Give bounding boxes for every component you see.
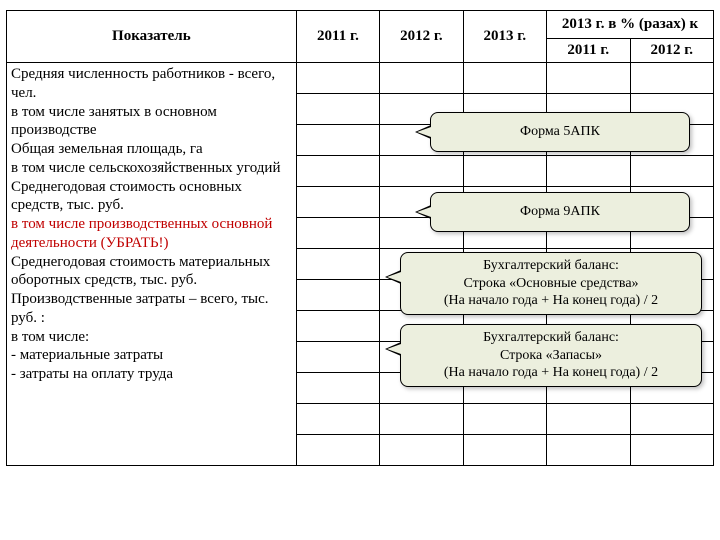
cell: [296, 125, 379, 156]
indicators-table: Показатель 2011 г. 2012 г. 2013 г. 2013 …: [6, 10, 714, 466]
cell: [380, 435, 463, 466]
callout-pointer-icon: [415, 205, 431, 219]
cell: [296, 249, 379, 280]
callout-balance-main-assets: Бухгалтерский баланс: Строка «Основные с…: [400, 252, 702, 315]
callout-line: Бухгалтерский баланс:: [407, 257, 695, 275]
cell: [547, 63, 630, 94]
cell: [380, 156, 463, 187]
row-text: - затраты на оплату труда: [11, 365, 292, 384]
cell: [296, 373, 379, 404]
cell: [463, 435, 546, 466]
cell: [630, 435, 713, 466]
callout-line: Строка «Запасы»: [407, 347, 695, 365]
row-text-red: в том числе производственных основной де…: [11, 215, 292, 253]
header-indicator: Показатель: [7, 11, 297, 63]
table-header: Показатель 2011 г. 2012 г. 2013 г. 2013 …: [7, 11, 714, 63]
header-pct-2012: 2012 г.: [630, 39, 713, 63]
callout-form-5apk: Форма 5АПК: [430, 112, 690, 152]
row-text: Производственные затраты – всего, тыс. р…: [11, 290, 292, 328]
cell: [296, 404, 379, 435]
callout-pointer-icon: [385, 270, 401, 284]
callout-pointer-icon: [415, 125, 431, 139]
callout-balance-inventory: Бухгалтерский баланс: Строка «Запасы» (Н…: [400, 324, 702, 387]
callout-text: Форма 5АПК: [520, 123, 600, 141]
callout-form-9apk: Форма 9АПК: [430, 192, 690, 232]
callout-line: Строка «Основные средства»: [407, 275, 695, 293]
cell: [296, 156, 379, 187]
header-2012: 2012 г.: [380, 11, 463, 63]
row-text: в том числе занятых в основном производс…: [11, 103, 292, 141]
callout-line: (На начало года + На конец года) / 2: [407, 364, 695, 382]
cell: [380, 63, 463, 94]
cell: [630, 156, 713, 187]
cell: [380, 404, 463, 435]
cell: [547, 435, 630, 466]
cell: [296, 218, 379, 249]
cell: [296, 342, 379, 373]
callout-pointer-icon: [385, 342, 401, 356]
row-text: Среднегодовая стоимость материальных обо…: [11, 253, 292, 291]
row-text: Общая земельная площадь, га: [11, 140, 292, 159]
row-text: - материальные затраты: [11, 346, 292, 365]
cell: [296, 280, 379, 311]
callout-text: Форма 9АПК: [520, 203, 600, 221]
row-text: Средняя численность работников - всего, …: [11, 65, 292, 103]
header-2011: 2011 г.: [296, 11, 379, 63]
cell: [463, 63, 546, 94]
header-pct-top: 2013 г. в % (разах) к: [547, 11, 714, 39]
cell: [296, 63, 379, 94]
cell: [630, 63, 713, 94]
cell: [296, 435, 379, 466]
cell: [463, 156, 546, 187]
row-text: в том числе сельскохозяйственных угодий: [11, 159, 292, 178]
cell: [463, 404, 546, 435]
indicator-cell: Средняя численность работников - всего, …: [7, 63, 297, 466]
cell: [296, 94, 379, 125]
row-text: Среднегодовая стоимость основных средств…: [11, 178, 292, 216]
cell: [296, 311, 379, 342]
callout-line: (На начало года + На конец года) / 2: [407, 292, 695, 310]
cell: [630, 404, 713, 435]
callout-line: Бухгалтерский баланс:: [407, 329, 695, 347]
cell: [296, 187, 379, 218]
header-2013: 2013 г.: [463, 11, 546, 63]
cell: [547, 404, 630, 435]
row-text: в том числе:: [11, 328, 292, 347]
cell: [547, 156, 630, 187]
header-pct-2011: 2011 г.: [547, 39, 630, 63]
